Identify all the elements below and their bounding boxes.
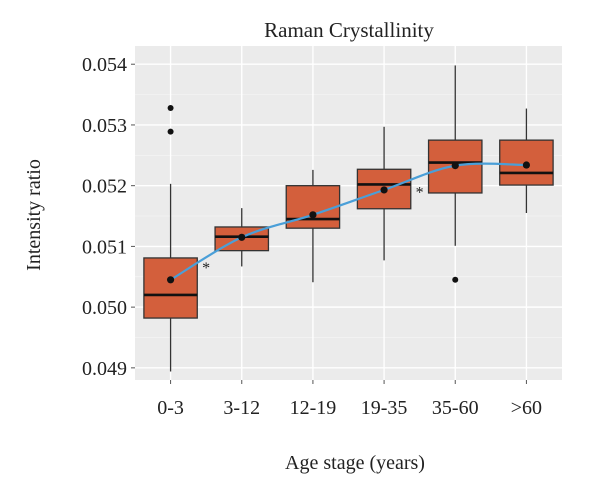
mean-point-0-3 xyxy=(166,276,175,284)
outlier-point xyxy=(167,128,174,135)
x-tick-label: 35-60 xyxy=(432,397,479,419)
x-tick-label: 3-12 xyxy=(223,397,260,419)
y-tick-label: 0.053 xyxy=(82,115,127,137)
y-axis-label: Intensity ratio xyxy=(23,159,45,271)
plot-background xyxy=(135,46,562,380)
mean-point-35-60 xyxy=(451,162,459,170)
chart-title: Raman Crystallinity xyxy=(264,18,434,42)
outlier-point xyxy=(167,104,174,111)
y-tick-label: 0.054 xyxy=(82,54,127,76)
iqr-box xyxy=(285,185,341,229)
x-tick-label: 0-3 xyxy=(157,397,184,419)
x-axis-label: Age stage (years) xyxy=(285,452,425,474)
mean-trend-line xyxy=(170,162,527,281)
x-tick-label: 19-35 xyxy=(361,397,408,419)
significance-marker: * xyxy=(416,185,424,202)
x-tick-label: >60 xyxy=(511,397,542,419)
significance-marker: * xyxy=(202,260,210,277)
x-tick-labels: 0-3 3-12 12-19 19-35 35-60 >60 xyxy=(157,380,542,419)
y-tick-labels: 0.049 0.050 0.051 0.052 0.053 0.054 xyxy=(82,54,135,380)
outlier-point xyxy=(452,276,459,283)
mean-point->60 xyxy=(522,161,531,169)
y-tick-label: 0.052 xyxy=(82,176,127,198)
x-tick-label: 12-19 xyxy=(290,397,337,419)
annotations: ** xyxy=(202,185,423,277)
mean-points xyxy=(166,161,531,284)
mean-point-19-35 xyxy=(380,186,388,194)
y-tick-label: 0.049 xyxy=(82,358,127,380)
mean-point-3-12 xyxy=(238,233,246,241)
y-tick-label: 0.051 xyxy=(82,236,127,258)
y-tick-label: 0.050 xyxy=(82,297,127,319)
mean-point-12-19 xyxy=(309,211,317,219)
